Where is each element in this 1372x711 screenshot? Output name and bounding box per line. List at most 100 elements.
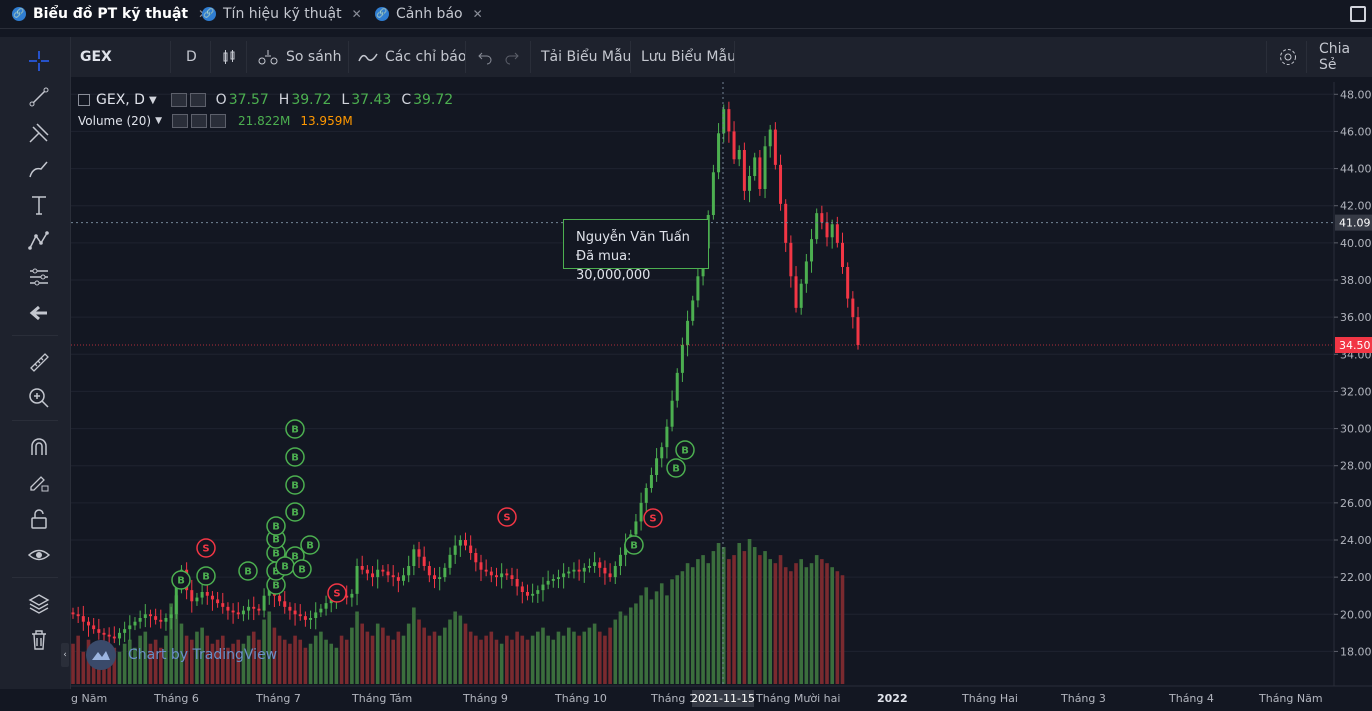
buy-marker[interactable]: B <box>171 570 191 590</box>
symbol-search[interactable]: GEX <box>80 37 112 77</box>
interval-button[interactable]: D <box>186 37 197 77</box>
eye-toggle-icon[interactable] <box>172 114 188 128</box>
back-tool[interactable] <box>24 298 54 328</box>
measure-tool[interactable] <box>24 347 54 377</box>
buy-marker[interactable]: B <box>300 535 320 555</box>
buy-marker[interactable]: B <box>285 419 305 439</box>
settings-button[interactable] <box>1278 37 1298 77</box>
buy-marker[interactable]: B <box>285 502 305 522</box>
visibility-tool[interactable] <box>24 540 54 570</box>
volume-bar <box>360 623 365 684</box>
candle <box>138 618 142 622</box>
candles-icon <box>223 50 235 64</box>
buy-marker[interactable]: B <box>285 447 305 467</box>
volume-bar <box>138 635 142 684</box>
buy-marker[interactable]: B <box>238 561 258 581</box>
chevron-down-icon[interactable]: ▼ <box>148 94 157 106</box>
buy-marker[interactable]: B <box>266 516 286 536</box>
volume-bar <box>747 539 752 684</box>
share-button[interactable]: Chia Sẻ <box>1319 37 1372 77</box>
chart-type-button[interactable] <box>220 37 238 77</box>
volume-bar <box>515 631 519 684</box>
crosshair-icon <box>29 51 49 71</box>
prediction-tool[interactable] <box>24 262 54 292</box>
volume-bar <box>721 547 726 684</box>
lock-tool[interactable] <box>24 504 54 534</box>
sell-marker[interactable]: S <box>196 538 216 558</box>
candle <box>686 320 690 345</box>
sell-marker[interactable]: S <box>497 507 517 527</box>
close-label: C <box>401 92 412 108</box>
redo-button[interactable] <box>504 37 520 77</box>
compare-button[interactable]: So sánh <box>256 37 342 77</box>
load-template-button[interactable]: Tải Biểu Mẫu <box>541 37 631 77</box>
trendline-tool[interactable] <box>24 82 54 112</box>
tradingview-watermark[interactable]: Chart by TradingView <box>86 640 277 670</box>
buy-marker[interactable]: B <box>275 556 295 576</box>
eye-toggle-icon[interactable] <box>170 93 187 107</box>
close-icon[interactable]: ✕ <box>351 7 362 21</box>
tab-alerts[interactable]: 🔗 Cảnh báo ✕ <box>375 0 483 28</box>
trendline-icon <box>29 87 49 107</box>
marker-label: B <box>291 453 299 464</box>
remove-drawings-tool[interactable] <box>24 625 54 655</box>
buy-marker[interactable]: B <box>196 566 216 586</box>
candle <box>107 634 111 637</box>
volume-bar <box>727 559 731 684</box>
stay-drawing-tool[interactable] <box>24 468 54 498</box>
volume-bar <box>417 619 421 684</box>
sell-marker[interactable]: S <box>327 583 347 603</box>
zoom-tool[interactable] <box>24 383 54 413</box>
volume-bar <box>406 623 411 684</box>
popout-icon[interactable] <box>1350 6 1366 22</box>
buy-marker[interactable]: B <box>285 475 305 495</box>
candle <box>598 562 602 568</box>
indicators-button[interactable]: Các chỉ báo <box>358 37 466 77</box>
legend-title[interactable]: GEX, D <box>96 92 145 108</box>
price-tick-label: 22.00 <box>1340 571 1372 584</box>
marker-label: B <box>298 565 306 576</box>
settings-toggle-icon[interactable] <box>191 114 207 128</box>
buy-marker[interactable]: B <box>666 458 686 478</box>
volume-bar <box>179 623 184 684</box>
candle <box>283 601 287 607</box>
pattern-tool[interactable] <box>24 226 54 256</box>
volume-bar <box>530 635 535 684</box>
volume-bar <box>257 639 261 684</box>
link-icon: 🔗 <box>202 7 216 21</box>
undo-button[interactable] <box>477 37 493 77</box>
object-tree-tool[interactable] <box>24 589 54 619</box>
tab-technical-chart[interactable]: 🔗 Biểu đồ PT kỹ thuật ✕ <box>12 0 208 28</box>
chevron-down-icon[interactable]: ▼ <box>155 116 162 126</box>
close-icon[interactable] <box>210 114 226 128</box>
tab-technical-signals[interactable]: 🔗 Tín hiệu kỹ thuật ✕ <box>202 0 362 28</box>
candle <box>112 636 116 639</box>
brush-tool[interactable] <box>24 154 54 184</box>
volume-bar <box>603 635 607 684</box>
collapse-panel-button[interactable]: ‹ <box>61 643 69 667</box>
marker-label: B <box>272 522 280 533</box>
sell-marker[interactable]: S <box>643 508 663 528</box>
redo-icon <box>505 52 519 65</box>
settings-toggle-icon[interactable] <box>189 93 206 107</box>
candle <box>231 610 235 613</box>
volume-title[interactable]: Volume (20) <box>78 114 152 128</box>
buy-marker[interactable]: B <box>292 559 312 579</box>
candle <box>577 569 581 572</box>
text-tool[interactable] <box>24 190 54 220</box>
buy-marker[interactable]: B <box>675 440 695 460</box>
pitchfork-tool[interactable] <box>24 118 54 148</box>
tab-label: Tín hiệu kỹ thuật <box>223 6 342 22</box>
high-label: H <box>278 92 290 108</box>
candle <box>422 556 426 566</box>
current-price-label: 34.50 <box>1339 339 1371 352</box>
save-template-button[interactable]: Lưu Biểu Mẫu <box>641 37 736 77</box>
magnet-tool[interactable] <box>24 432 54 462</box>
volume-bar <box>825 563 829 684</box>
crosshair-tool[interactable] <box>24 46 54 76</box>
buy-marker[interactable]: B <box>624 535 644 555</box>
collapse-icon[interactable] <box>78 94 90 106</box>
close-icon[interactable]: ✕ <box>472 7 483 21</box>
